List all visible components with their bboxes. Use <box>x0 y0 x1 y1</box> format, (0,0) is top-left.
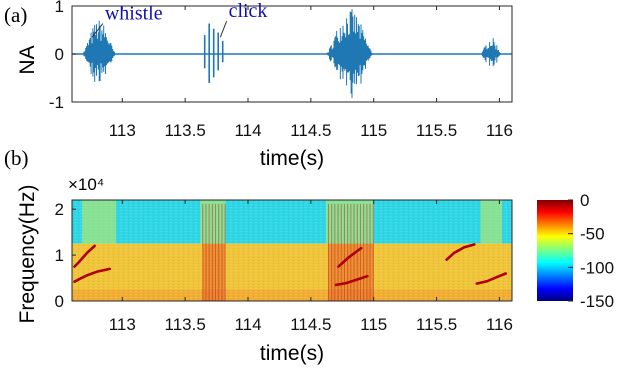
spectrogram-burst-column-4 <box>480 200 502 244</box>
panel-a-x-tick-label: 113 <box>109 121 136 140</box>
whistle-contour-6 <box>445 243 476 261</box>
panel-a-annotations: whistle click <box>91 0 268 38</box>
panel-b-x-axis-label: time(s) <box>260 342 324 365</box>
panel-a-label: (a) <box>4 3 27 27</box>
spectrogram-image <box>72 200 512 301</box>
panel-b-x-ticks: 113 113.5 114 114.5 115 115.5 116 <box>109 200 513 334</box>
spectrogram-burst-column-3 <box>325 200 374 244</box>
panel-a-x-tick-label: 115.5 <box>416 121 457 140</box>
panel-b-x-tick-label: 115 <box>360 315 387 334</box>
panel-b-y-ticks: 0 1 2 <box>55 200 76 311</box>
waveform-burst-3 <box>326 9 374 98</box>
colorbar <box>537 200 573 301</box>
panel-b-x-tick-label: 114.5 <box>290 315 331 334</box>
annotation-click-pointer <box>219 21 228 38</box>
waveform-burst-4 <box>481 38 502 67</box>
panel-b-y-tick-label: 0 <box>55 292 64 311</box>
annotation-whistle-pointer <box>91 23 104 38</box>
panel-b-y-tick-label: 2 <box>55 200 64 219</box>
spectrogram-texture <box>72 200 512 301</box>
whistle-contour-4 <box>337 246 363 268</box>
colorbar-tick-label: -150 <box>580 292 614 311</box>
panel-b-y-tick-label: 1 <box>55 246 64 265</box>
waveform-burst-2 <box>203 23 224 83</box>
panel-b-x-tick-label: 116 <box>486 315 513 334</box>
panel-a-x-tick-label: 114.5 <box>290 121 331 140</box>
whistle-contour-2 <box>73 244 96 268</box>
colorbar-tick-label: -100 <box>580 258 614 277</box>
colorbar-ticks: 0 -50 -100 -150 <box>568 191 614 311</box>
whistle-contour-1 <box>73 267 111 283</box>
panel-b-y-axis-label: Frequency(Hz) <box>16 185 39 324</box>
waveform-burst-1 <box>82 20 116 82</box>
panel-b-label: (b) <box>4 146 29 170</box>
panel-b-x-tick-label: 115.5 <box>416 315 457 334</box>
panel-b-x-tick-label: 113.5 <box>165 315 206 334</box>
waveform-series <box>72 9 512 98</box>
panel-a-x-tick-label: 116 <box>486 121 513 140</box>
spectrogram-burst-column-1 <box>82 200 116 244</box>
panel-a-y-axis-label: NA <box>16 45 39 74</box>
panel-a-y-tick-label: -1 <box>49 93 64 112</box>
panel-a-x-ticks: 113 113.5 114 114.5 115 115.5 116 <box>109 6 513 140</box>
panel-a-x-axis-label: time(s) <box>260 147 324 170</box>
panel-a-y-tick-label: 0 <box>55 45 64 64</box>
whistle-contour-3 <box>334 274 369 287</box>
colorbar-tick-label: -50 <box>580 225 605 244</box>
panel-a-y-tick-label: 1 <box>55 0 64 16</box>
panel-b-x-tick-label: 113 <box>109 315 136 334</box>
annotation-whistle: whistle <box>105 3 163 25</box>
panel-a-x-tick-label: 114 <box>234 121 261 140</box>
panel-b-plot-frame <box>71 199 513 302</box>
spectrogram-click-region-1 <box>202 243 226 301</box>
annotation-click: click <box>229 0 268 22</box>
panel-a-x-tick-label: 113.5 <box>165 121 206 140</box>
colorbar-tick-label: 0 <box>580 191 589 210</box>
panel-a-x-tick-label: 115 <box>360 121 387 140</box>
whistle-contour-5 <box>475 272 507 285</box>
panel-a-y-ticks: -1 0 1 <box>49 0 76 112</box>
panel-b-x-tick-label: 114 <box>234 315 261 334</box>
panel-b-y-multiplier: ×10⁴ <box>68 175 104 194</box>
